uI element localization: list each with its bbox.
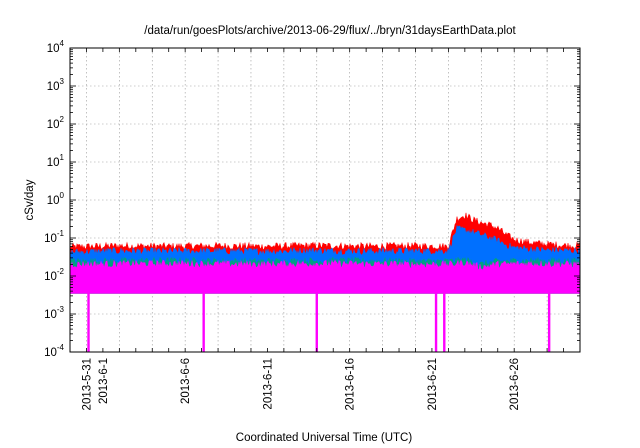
series-area bbox=[69, 259, 581, 294]
x-tick-label: 2013-6-21 bbox=[427, 358, 439, 410]
x-tick-label: 2013-5-31 bbox=[81, 358, 93, 410]
x-tick-label: 2013-6-16 bbox=[345, 358, 357, 410]
y-tick-label: 10-1 bbox=[44, 229, 64, 245]
x-tick-label: 2013-6-6 bbox=[180, 358, 192, 404]
y-tick-label: 10-3 bbox=[44, 305, 64, 321]
y-tick-label: 10-2 bbox=[44, 267, 64, 283]
x-tick-labels: 2013-5-31 2013-6-1 2013-6-6 2013-6-11 2013-6… bbox=[81, 358, 521, 410]
series-drop bbox=[315, 293, 318, 352]
y-tick-label: 103 bbox=[47, 77, 65, 93]
y-tick-exponent: 3 bbox=[60, 77, 65, 86]
grid bbox=[70, 48, 580, 352]
y-tick-exponent: -3 bbox=[57, 305, 65, 314]
y-axis-label: cSv/day bbox=[24, 179, 36, 220]
y-tick-exponent: 1 bbox=[60, 153, 65, 162]
y-tick-label: 101 bbox=[47, 153, 65, 169]
y-tick-exponent: 2 bbox=[60, 115, 65, 124]
series-drop bbox=[87, 293, 90, 352]
y-tick-label: 100 bbox=[47, 191, 65, 207]
x-tick-label: 2013-6-11 bbox=[262, 358, 274, 410]
y-tick-exponent: 0 bbox=[60, 191, 65, 200]
y-tick-label: 102 bbox=[47, 115, 65, 131]
series-drop bbox=[443, 293, 446, 352]
series-layer bbox=[69, 212, 581, 352]
y-tick-label: 10-4 bbox=[44, 343, 64, 359]
y-tick-exponent: -2 bbox=[57, 267, 65, 276]
x-tick-label: 2013-6-26 bbox=[509, 358, 521, 410]
x-axis-label: Coordinated Universal Time (UTC) bbox=[236, 432, 413, 444]
y-tick-exponent: -4 bbox=[57, 343, 65, 352]
chart-title: /data/run/goesPlots/archive/2013-06-29/f… bbox=[144, 25, 516, 37]
ticks bbox=[69, 47, 581, 353]
x-tick-label: 2013-6-1 bbox=[98, 358, 110, 404]
series-drop bbox=[547, 293, 551, 352]
series-drop bbox=[434, 293, 438, 352]
series-drop bbox=[202, 293, 205, 352]
y-tick-exponent: -1 bbox=[57, 229, 65, 238]
y-tick-exponent: 4 bbox=[60, 39, 65, 48]
y-tick-label: 104 bbox=[47, 39, 65, 55]
